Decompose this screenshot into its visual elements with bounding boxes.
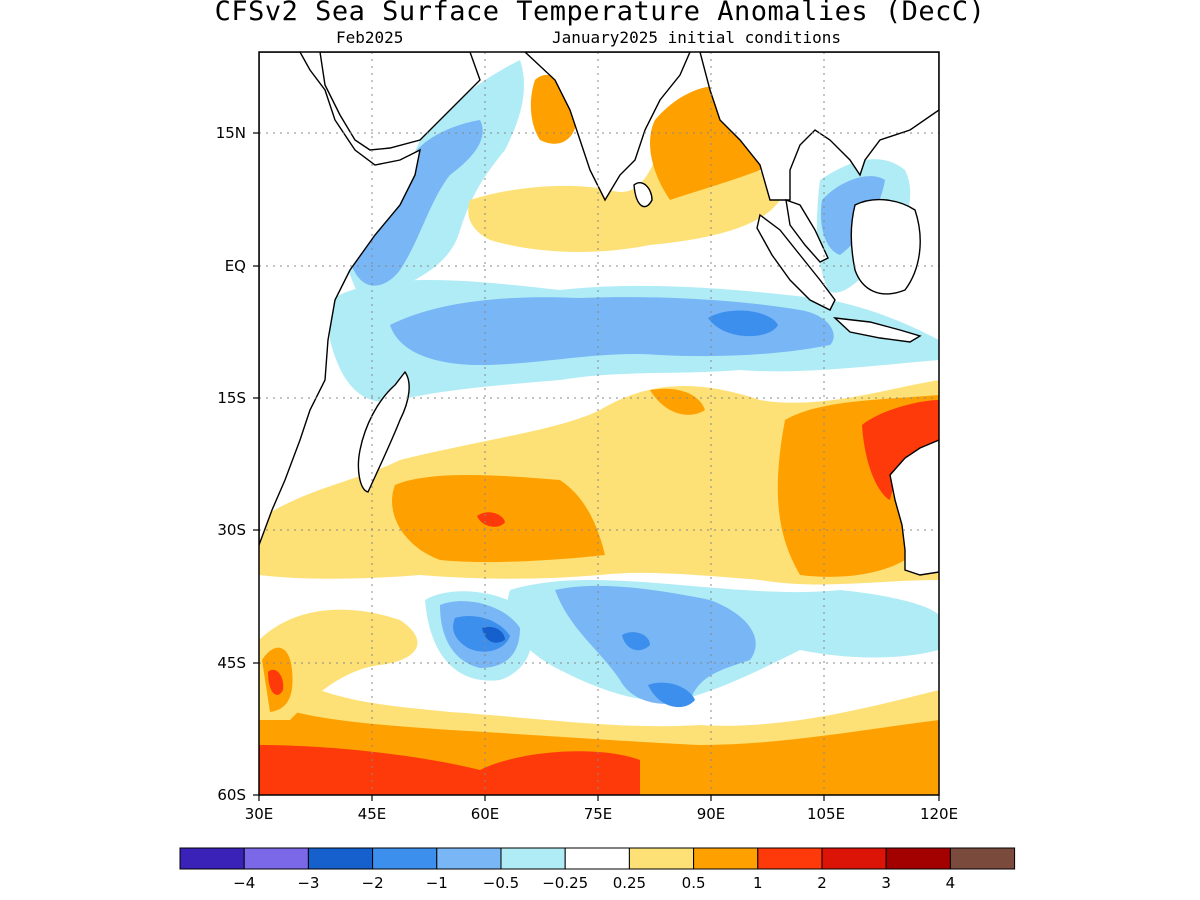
anomaly-region-equatorial-core <box>708 310 778 337</box>
colorbar-swatch <box>885 847 951 870</box>
lon-label: 75E <box>584 805 613 823</box>
colorbar-swatch <box>500 847 566 870</box>
anomaly-region-sw-warm <box>259 609 418 720</box>
map-frame <box>258 51 940 796</box>
colorbar-swatch <box>693 847 759 870</box>
initial-conditions-label: January2025 initial conditions <box>552 28 841 47</box>
colorbar-label: −0.5 <box>483 874 519 892</box>
anomaly-region-subtropical-red <box>477 512 505 527</box>
colorbar-label: 2 <box>817 874 827 892</box>
land-madagascar <box>357 370 410 493</box>
graticule <box>259 52 939 795</box>
land-australia <box>889 439 939 576</box>
colorbar-label: −1 <box>426 874 448 892</box>
anomaly-region-south-deepblue-2 <box>622 632 650 651</box>
colorbar-swatch <box>243 847 309 870</box>
lat-label: 45S <box>217 654 246 672</box>
lon-label: 30E <box>245 805 274 823</box>
anomaly-region-south-red <box>259 745 640 795</box>
anomaly-field <box>259 52 939 795</box>
axis-ticks <box>253 132 940 801</box>
land-india <box>523 52 691 202</box>
anomaly-region-east-red <box>862 400 939 500</box>
colorbar-swatch <box>179 847 245 870</box>
colorbar-swatch <box>564 847 630 870</box>
land-sri-lanka <box>633 182 653 208</box>
forecast-month: Feb2025 <box>336 28 404 47</box>
land-southeast-asia <box>699 52 939 201</box>
anomaly-region-south-deepblue <box>648 682 695 708</box>
colorbar-swatch <box>307 847 374 870</box>
colorbar-label: −3 <box>297 874 319 892</box>
land-arabia <box>319 52 481 151</box>
lon-label: 90E <box>697 805 726 823</box>
anomaly-region-arabian-blue <box>350 120 483 286</box>
colorbar-label: −0.25 <box>542 874 588 892</box>
lat-label: 30S <box>217 521 246 539</box>
lat-labels: 15N EQ 15S 30S 45S 60S <box>216 124 246 804</box>
colorbar-swatch <box>628 847 695 870</box>
map-title: CFSv2 Sea Surface Temperature Anomalies … <box>214 0 986 27</box>
colorbar-swatch <box>949 847 1016 870</box>
lat-label: 60S <box>217 786 246 804</box>
colorbar-label: 4 <box>946 874 956 892</box>
anomaly-region-south-blue <box>555 585 756 704</box>
land-africa <box>259 52 421 546</box>
colorbar-label: −2 <box>362 874 384 892</box>
anomaly-region-mid-orange <box>650 388 705 415</box>
colorbar: −4 −3 −2 −1 −0.5 −0.25 0.25 0.5 1 2 3 4 <box>179 847 1016 892</box>
lon-labels: 30E 45E 60E 75E 90E 105E 120E <box>245 805 958 823</box>
lon-label: 105E <box>807 805 845 823</box>
land-malay-peninsula <box>785 198 829 263</box>
colorbar-swatch <box>372 847 438 870</box>
lat-label: EQ <box>225 257 246 275</box>
colorbar-swatch <box>757 847 823 870</box>
colorbar-swatch <box>436 847 502 870</box>
anomaly-region-sw-red <box>268 669 284 695</box>
land-sumatra <box>756 213 836 311</box>
lon-label: 120E <box>920 805 958 823</box>
colorbar-label: 0.25 <box>613 874 646 892</box>
colorbar-label: 1 <box>753 874 763 892</box>
colorbar-swatch <box>821 847 887 870</box>
anomaly-region-sw-core <box>482 626 505 643</box>
colorbar-label: −4 <box>233 874 255 892</box>
lat-label: 15S <box>217 389 246 407</box>
land-borneo <box>850 198 921 295</box>
land-masses <box>259 52 939 576</box>
colorbar-label: 0.5 <box>682 874 706 892</box>
lat-label: 15N <box>216 124 246 142</box>
colorbar-label: 3 <box>881 874 891 892</box>
lon-label: 60E <box>471 805 500 823</box>
lon-label: 45E <box>358 805 387 823</box>
land-java <box>832 317 922 343</box>
